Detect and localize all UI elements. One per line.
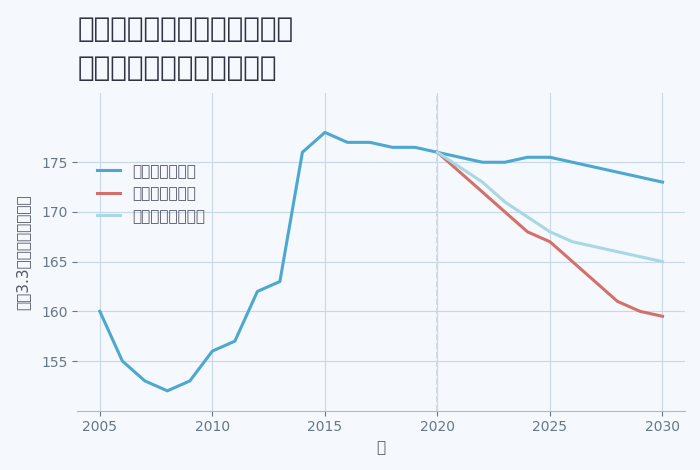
バッドシナリオ (524, 229, 532, 235)
グッドシナリオ (231, 338, 239, 344)
バッドシナリオ (591, 279, 599, 284)
ノーマルシナリオ (568, 239, 577, 244)
グッドシナリオ (389, 144, 397, 150)
グッドシナリオ (118, 358, 127, 364)
グッドシナリオ (186, 378, 194, 384)
グッドシナリオ (500, 159, 509, 165)
グッドシナリオ (591, 164, 599, 170)
Text: 兵庫県西宮市甲子園五番町の
中古マンションの価格推移: 兵庫県西宮市甲子園五番町の 中古マンションの価格推移 (77, 15, 293, 82)
バッドシナリオ (500, 209, 509, 215)
グッドシナリオ (321, 130, 329, 135)
バッドシナリオ (568, 259, 577, 265)
ノーマルシナリオ (524, 214, 532, 220)
バッドシナリオ (456, 169, 464, 175)
グッドシナリオ (411, 144, 419, 150)
バッドシナリオ (478, 189, 486, 195)
Y-axis label: 坪（3.3㎡）単価（万円）: 坪（3.3㎡）単価（万円） (15, 194, 30, 310)
ノーマルシナリオ (546, 229, 554, 235)
バッドシナリオ (613, 298, 622, 304)
グッドシナリオ (456, 155, 464, 160)
ノーマルシナリオ (500, 199, 509, 205)
Legend: グッドシナリオ, バッドシナリオ, ノーマルシナリオ: グッドシナリオ, バッドシナリオ, ノーマルシナリオ (91, 157, 211, 230)
グッドシナリオ (433, 149, 442, 155)
グッドシナリオ (524, 155, 532, 160)
ノーマルシナリオ (591, 244, 599, 250)
X-axis label: 年: 年 (377, 440, 386, 455)
ノーマルシナリオ (456, 164, 464, 170)
ノーマルシナリオ (478, 179, 486, 185)
グッドシナリオ (365, 140, 374, 145)
グッドシナリオ (276, 279, 284, 284)
グッドシナリオ (478, 159, 486, 165)
グッドシナリオ (568, 159, 577, 165)
グッドシナリオ (658, 179, 666, 185)
ノーマルシナリオ (636, 254, 644, 259)
グッドシナリオ (546, 155, 554, 160)
バッドシナリオ (636, 308, 644, 314)
グッドシナリオ (141, 378, 149, 384)
ノーマルシナリオ (433, 149, 442, 155)
Line: ノーマルシナリオ: ノーマルシナリオ (438, 152, 662, 262)
グッドシナリオ (208, 348, 216, 354)
ノーマルシナリオ (613, 249, 622, 255)
グッドシナリオ (613, 169, 622, 175)
Line: グッドシナリオ: グッドシナリオ (100, 133, 662, 391)
バッドシナリオ (433, 149, 442, 155)
バッドシナリオ (546, 239, 554, 244)
ノーマルシナリオ (658, 259, 666, 265)
Line: バッドシナリオ: バッドシナリオ (438, 152, 662, 316)
グッドシナリオ (298, 149, 307, 155)
グッドシナリオ (96, 308, 104, 314)
グッドシナリオ (163, 388, 172, 394)
グッドシナリオ (343, 140, 351, 145)
グッドシナリオ (636, 174, 644, 180)
バッドシナリオ (658, 313, 666, 319)
グッドシナリオ (253, 289, 262, 294)
